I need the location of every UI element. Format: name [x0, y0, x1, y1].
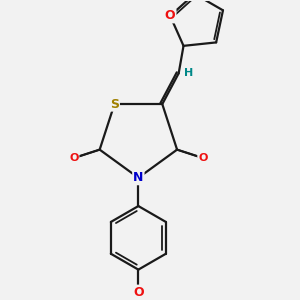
Text: H: H	[184, 68, 193, 78]
Text: O: O	[198, 153, 208, 163]
Text: N: N	[133, 171, 144, 184]
Text: O: O	[133, 286, 144, 298]
Text: O: O	[165, 9, 175, 22]
Text: S: S	[110, 98, 119, 111]
Text: O: O	[69, 153, 79, 163]
